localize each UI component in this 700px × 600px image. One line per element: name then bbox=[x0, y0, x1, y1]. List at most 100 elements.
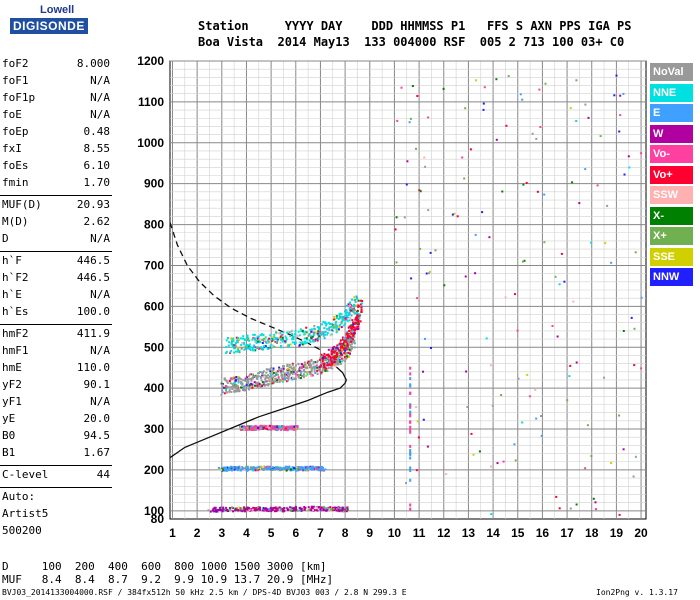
echo-point bbox=[256, 384, 259, 387]
echo-point bbox=[332, 350, 335, 353]
echo-point bbox=[271, 345, 274, 348]
echo-point bbox=[356, 328, 359, 330]
echo-point bbox=[343, 324, 346, 327]
param-name: foEp bbox=[2, 125, 29, 138]
echo-point bbox=[266, 508, 269, 511]
echo-point bbox=[335, 320, 338, 323]
echo-point bbox=[354, 298, 356, 301]
echo-point bbox=[231, 340, 233, 343]
echo-point bbox=[329, 322, 331, 325]
echo-point bbox=[246, 382, 249, 385]
echo-point bbox=[261, 383, 264, 386]
echo-point bbox=[353, 296, 356, 299]
echo-point bbox=[280, 345, 282, 347]
echo-point bbox=[308, 339, 311, 342]
echo-point bbox=[320, 332, 323, 335]
echo-point bbox=[222, 509, 225, 512]
noise-point bbox=[514, 293, 516, 296]
echo-point bbox=[309, 372, 312, 375]
echo-point bbox=[338, 324, 341, 327]
y-tick-label: 1100 bbox=[138, 95, 164, 109]
echo-point bbox=[301, 363, 303, 366]
echo-point bbox=[244, 427, 247, 429]
echo-point bbox=[354, 317, 357, 320]
echo-point bbox=[252, 349, 254, 352]
echo-point bbox=[336, 358, 339, 361]
echo-point bbox=[345, 353, 348, 356]
echo-point bbox=[299, 366, 302, 369]
echo-point bbox=[350, 345, 353, 348]
echo-point bbox=[275, 331, 278, 334]
echo-point bbox=[332, 356, 334, 359]
echo-point bbox=[281, 336, 284, 339]
echo-point bbox=[223, 386, 225, 389]
echo-point bbox=[259, 346, 262, 349]
noise-point bbox=[584, 103, 587, 106]
echo-point bbox=[353, 311, 355, 314]
noise-point bbox=[592, 497, 595, 500]
noise-point bbox=[622, 448, 625, 451]
echo-point bbox=[247, 425, 250, 428]
echo-point bbox=[277, 338, 279, 341]
echo-point bbox=[287, 373, 289, 376]
echo-point bbox=[238, 377, 241, 380]
echo-point bbox=[349, 348, 352, 351]
legend-item-w: W bbox=[650, 124, 693, 143]
echo-point bbox=[221, 391, 224, 394]
noise-point bbox=[606, 204, 609, 207]
noise-point bbox=[569, 107, 572, 110]
echo-point bbox=[260, 465, 263, 468]
echo-point bbox=[235, 336, 238, 339]
echo-point bbox=[260, 379, 263, 382]
echo-point bbox=[340, 313, 343, 316]
echo-point bbox=[330, 353, 333, 356]
echo-point bbox=[254, 349, 257, 352]
echo-point bbox=[245, 378, 248, 381]
echo-point bbox=[345, 332, 348, 335]
echo-point bbox=[248, 384, 251, 387]
echo-point bbox=[330, 360, 333, 363]
echo-point bbox=[231, 388, 234, 390]
echo-point bbox=[338, 509, 340, 512]
echo-point bbox=[328, 358, 330, 361]
echo-point bbox=[318, 335, 321, 338]
echo-point bbox=[288, 331, 291, 334]
echo-point bbox=[330, 325, 333, 328]
echo-point bbox=[338, 358, 341, 361]
echo-point bbox=[260, 348, 263, 351]
echo-point bbox=[356, 317, 359, 320]
echo-point bbox=[312, 339, 315, 341]
echo-point bbox=[309, 467, 312, 470]
echo-point bbox=[275, 466, 278, 469]
echo-point bbox=[247, 380, 250, 383]
header-values: Boa Vista 2014 May13 133 004000 RSF 005 … bbox=[198, 35, 625, 49]
echo-point bbox=[349, 349, 352, 352]
noise-point bbox=[419, 247, 422, 250]
param-row-ye: yE 20.0 bbox=[2, 412, 110, 429]
echo-point bbox=[353, 326, 356, 329]
echo-point bbox=[277, 467, 280, 470]
echo-point bbox=[265, 371, 268, 374]
echo-point bbox=[335, 331, 338, 334]
echo-point bbox=[234, 342, 237, 344]
param-value: N/A bbox=[90, 344, 110, 357]
echo-point bbox=[259, 376, 262, 378]
y-tick-label: 600 bbox=[144, 299, 164, 313]
param-value: N/A bbox=[90, 395, 110, 408]
echo-point bbox=[243, 508, 246, 511]
echo-point bbox=[299, 377, 302, 379]
x-tick-label: 20 bbox=[634, 526, 648, 540]
echo-point bbox=[266, 347, 269, 350]
noise-point bbox=[495, 78, 498, 81]
echo-point bbox=[268, 380, 271, 383]
echo-point bbox=[287, 377, 290, 380]
noise-point bbox=[466, 406, 469, 408]
echo-point bbox=[245, 383, 248, 386]
echo-point bbox=[307, 469, 310, 472]
echo-point bbox=[328, 360, 331, 363]
echo-point bbox=[230, 506, 233, 509]
noise-point bbox=[584, 168, 587, 171]
echo-point bbox=[304, 469, 307, 472]
echo-point bbox=[285, 380, 288, 383]
echo-point bbox=[345, 341, 348, 344]
